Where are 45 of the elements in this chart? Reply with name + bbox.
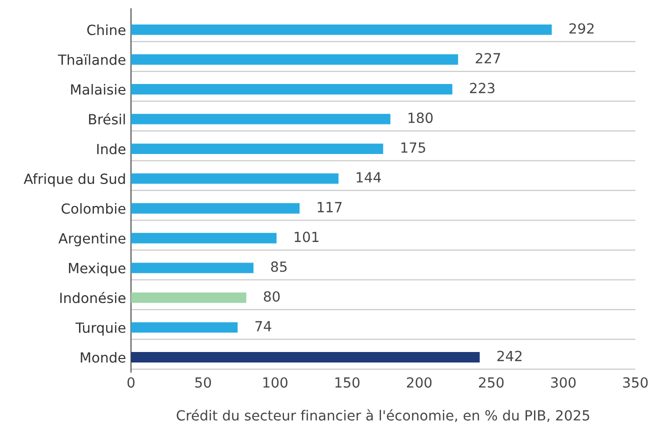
bar <box>131 203 300 214</box>
y-tick-label: Inde <box>97 144 126 154</box>
y-tick-label: Colombie <box>62 203 126 214</box>
data-label: 144 <box>356 172 381 182</box>
data-label: 74 <box>255 321 272 332</box>
data-label: 101 <box>294 232 318 242</box>
data-label: 85 <box>271 261 287 272</box>
bar <box>131 114 390 124</box>
bar <box>131 54 458 65</box>
x-tick-label: 50 <box>195 377 211 388</box>
y-tick-label: Argentine <box>58 232 126 246</box>
bar <box>131 84 452 94</box>
data-label: 117 <box>318 202 342 212</box>
x-tick-label: 350 <box>623 377 648 388</box>
data-label: 180 <box>408 112 433 124</box>
x-tick-label: 250 <box>479 377 504 388</box>
y-tick-label: Indonésie <box>60 292 126 304</box>
x-tick-label: 300 <box>551 377 576 388</box>
y-tick-label: Monde <box>80 352 126 363</box>
bar <box>131 173 339 184</box>
bar <box>131 232 277 244</box>
x-tick-label: 0 <box>127 377 134 388</box>
bar <box>131 24 552 35</box>
data-label: 292 <box>569 23 594 34</box>
bar <box>131 352 480 362</box>
data-label: 242 <box>497 350 522 362</box>
x-axis-title: Crédit du secteur financier à l'économie, en % du PIB, 2025 <box>176 409 590 422</box>
y-tick-label: Turquie <box>75 322 126 336</box>
x-tick-label: 200 <box>406 377 432 388</box>
bar <box>131 322 238 333</box>
y-tick-label: Thaïlande <box>58 54 126 65</box>
bar <box>131 292 246 303</box>
data-label: 175 <box>401 142 426 153</box>
bar <box>131 262 254 274</box>
data-label: 223 <box>470 82 494 94</box>
y-tick-label: Chine <box>87 24 126 36</box>
y-tick-label: Mexique <box>68 262 126 276</box>
x-tick-label: 150 <box>335 377 360 388</box>
x-tick-label: 100 <box>263 377 288 388</box>
data-label: 227 <box>476 53 500 64</box>
y-tick-label: Brésil <box>89 113 125 125</box>
y-tick-label: Afrique du Sud <box>24 173 125 187</box>
bar <box>131 144 384 154</box>
data-label: 80 <box>264 291 280 302</box>
y-tick-label: Malaisie <box>71 84 126 95</box>
